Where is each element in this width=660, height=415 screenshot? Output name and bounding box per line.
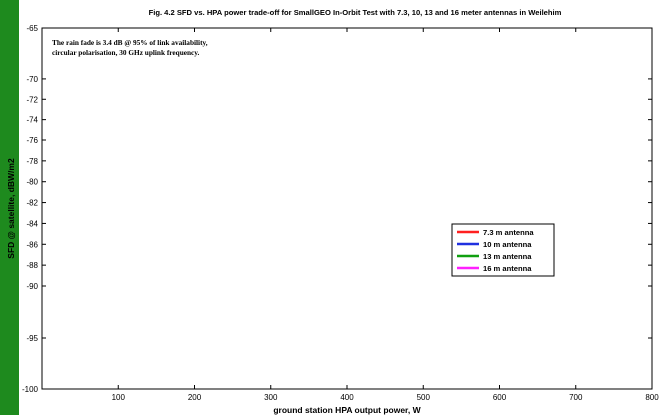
y-axis-label: SFD @ satellite, dBW/m2: [6, 158, 16, 259]
y-tick-label: -84: [26, 219, 38, 228]
y-tick-label: -100: [22, 385, 39, 394]
y-tick-label: -88: [26, 261, 38, 270]
x-tick-label: 500: [417, 393, 431, 402]
y-tick-label: -80: [26, 178, 38, 187]
y-tick-label: -74: [26, 116, 38, 125]
left-edge-stripe: [0, 0, 19, 415]
y-tick-label: -76: [26, 136, 38, 145]
y-tick-label: -90: [26, 282, 38, 291]
y-tick-label: -65: [26, 24, 38, 33]
legend-label: 7.3 m antenna: [483, 228, 534, 237]
y-tick-label: -72: [26, 95, 38, 104]
legend-label: 10 m antenna: [483, 240, 532, 249]
y-tick-label: -95: [26, 334, 38, 343]
annotation-line: The rain fade is 3.4 dB @ 95% of link av…: [52, 38, 208, 47]
x-tick-label: 700: [569, 393, 583, 402]
x-tick-label: 100: [112, 393, 126, 402]
x-tick-label: 300: [264, 393, 278, 402]
plot-frame: [41, 27, 653, 390]
y-tick-label: -86: [26, 240, 38, 249]
y-tick-label: -78: [26, 157, 38, 166]
y-tick-label: -70: [26, 75, 38, 84]
legend-label: 16 m antenna: [483, 264, 532, 273]
x-tick-label: 600: [493, 393, 507, 402]
x-tick-label: 200: [188, 393, 202, 402]
x-tick-label: 400: [340, 393, 354, 402]
x-tick-label: 800: [645, 393, 659, 402]
legend-label: 13 m antenna: [483, 252, 532, 261]
x-axis-label: ground station HPA output power, W: [273, 405, 421, 415]
annotation-line: circular polarisation, 30 GHz uplink fre…: [52, 48, 200, 57]
y-tick-label: -82: [26, 199, 38, 208]
chart-title: Fig. 4.2 SFD vs. HPA power trade-off for…: [149, 8, 562, 17]
